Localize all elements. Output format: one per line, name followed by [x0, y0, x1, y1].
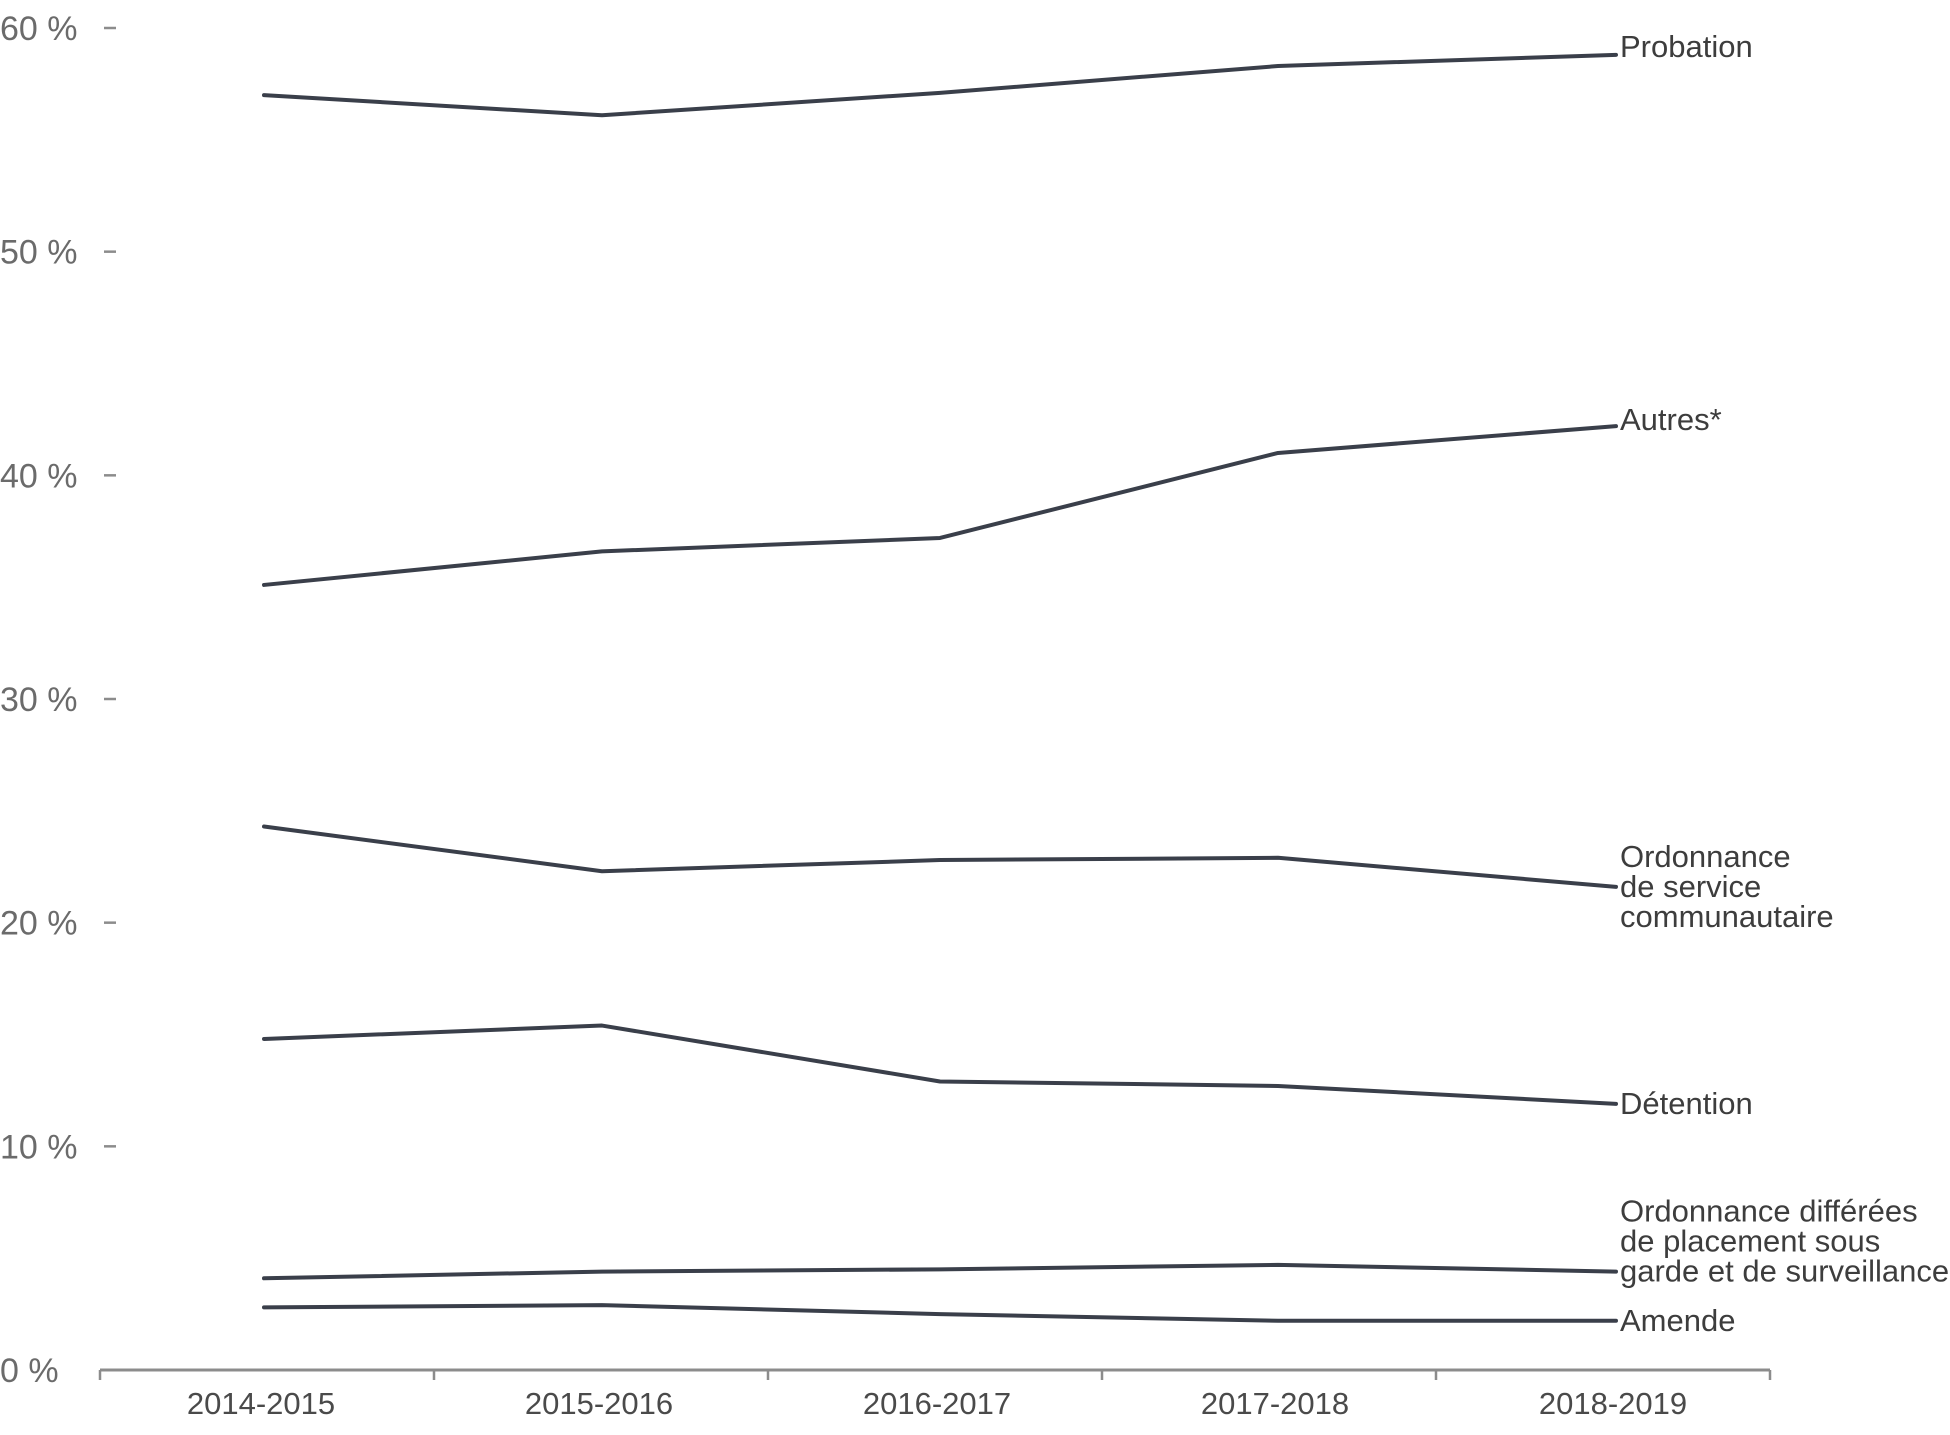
series-label: Probation — [1620, 29, 1753, 64]
x-axis: 2014-2015 2015-2016 2016-2017 2017-2018 2018… — [98, 1368, 1772, 1421]
series-line — [262, 1303, 1618, 1323]
series-line — [262, 1023, 1618, 1106]
series-lines — [262, 52, 1618, 1323]
series-label: Ordonnance de service communautaire — [1620, 839, 1834, 934]
y-tick-label: 30 % — [0, 681, 78, 719]
series-label: Ordonnance différées de placement sous gar… — [1620, 1194, 1949, 1289]
series-line — [262, 52, 1618, 118]
y-tick-label: 40 % — [0, 457, 78, 495]
y-tick-label: 60 % — [0, 10, 78, 48]
series-label: Amende — [1620, 1303, 1735, 1338]
y-tick-label: 20 % — [0, 905, 78, 943]
series-labels: Probation Autres* Ordonnance de service comm… — [1620, 29, 1949, 1338]
y-tick-label: 0 % — [0, 1352, 59, 1390]
y-tick-label: 10 % — [0, 1128, 78, 1166]
x-tick-label: 2018-2019 — [1539, 1386, 1687, 1421]
x-tick-label: 2014-2015 — [187, 1386, 335, 1421]
y-axis: 0 % 10 % 20 % 30 % 40 % 50 % 60 % — [0, 10, 116, 1390]
series-label: Détention — [1620, 1086, 1753, 1121]
series-line — [262, 424, 1618, 587]
series-line — [262, 824, 1618, 889]
y-tick-label: 50 % — [0, 234, 78, 272]
x-tick-label: 2017-2018 — [1201, 1386, 1349, 1421]
x-tick-label: 2016-2017 — [863, 1386, 1011, 1421]
series-line — [262, 1262, 1618, 1281]
x-tick-label: 2015-2016 — [525, 1386, 673, 1421]
series-label: Autres* — [1620, 402, 1722, 437]
